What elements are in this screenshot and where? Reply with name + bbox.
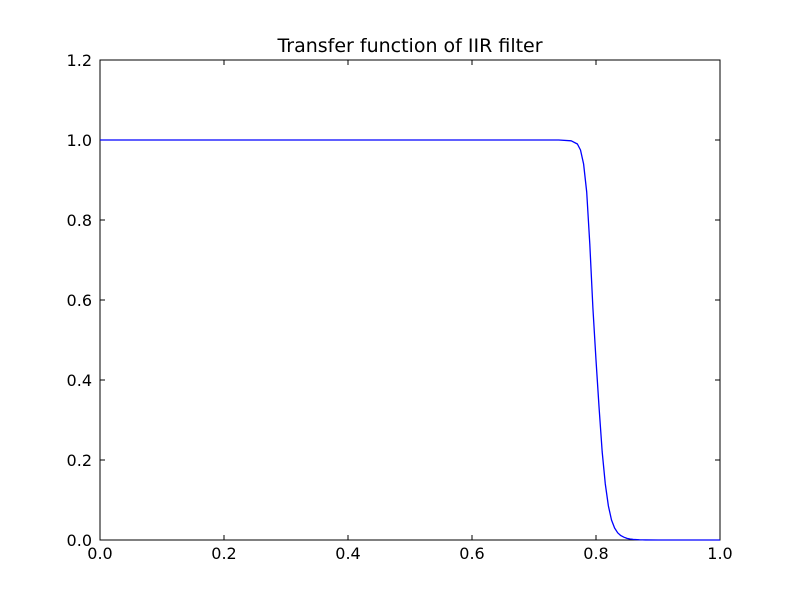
chart-title: Transfer function of IIR filter (276, 35, 542, 57)
x-tick-label: 0.6 (459, 544, 484, 563)
y-tick-label: 0.8 (67, 211, 92, 230)
x-tick-label: 0.8 (583, 544, 608, 563)
y-tick-label: 0.0 (67, 531, 92, 550)
x-tick-label: 0.2 (211, 544, 236, 563)
x-tick-label: 1.0 (707, 544, 732, 563)
x-tick-label: 0.0 (87, 544, 112, 563)
y-tick-label: 0.6 (67, 291, 92, 310)
plot-area-frame (99, 59, 721, 541)
axis-ticks: 0.0 0.2 0.4 0.6 0.8 1.0 0.0 0.2 0.4 0.6 0.8 1.0 1.2 (67, 51, 733, 563)
series-line (100, 139, 720, 541)
y-tick-label: 1.0 (67, 131, 92, 150)
y-tick-label: 0.4 (67, 371, 92, 390)
y-tick-label: 0.2 (67, 451, 92, 470)
y-tick-label: 1.2 (67, 51, 92, 70)
series-group (100, 139, 720, 541)
x-tick-label: 0.4 (335, 544, 360, 563)
